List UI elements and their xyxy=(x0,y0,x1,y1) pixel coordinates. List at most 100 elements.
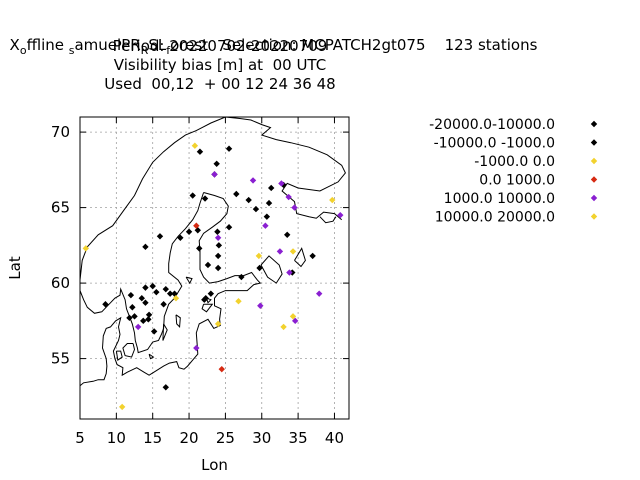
y-axis-ticks: 55 60 65 70 xyxy=(51,123,349,368)
coastline-path xyxy=(148,353,155,360)
x-tick-label: 25 xyxy=(216,429,235,447)
data-point xyxy=(292,317,299,325)
data-point xyxy=(235,298,242,305)
coastline-path xyxy=(294,247,306,268)
legend-marker xyxy=(590,120,598,128)
data-point xyxy=(309,252,316,260)
coastline-path xyxy=(115,350,123,361)
data-point xyxy=(284,231,291,238)
legend-marker xyxy=(590,176,598,183)
data-point xyxy=(289,248,297,255)
data-point xyxy=(145,316,152,323)
y-axis-label: Lat xyxy=(6,256,24,280)
data-point xyxy=(238,273,245,281)
data-point xyxy=(142,299,149,306)
data-point xyxy=(225,145,233,152)
data-point xyxy=(262,222,269,229)
legend-label: 0.0 1000.0 xyxy=(479,173,555,189)
data-point xyxy=(193,344,200,352)
legend-label: 10000.0 20000.0 xyxy=(435,210,555,226)
data-point xyxy=(245,196,252,204)
x-axis-label: Lon xyxy=(201,456,228,474)
data-point xyxy=(193,222,200,229)
data-point xyxy=(102,301,109,308)
data-point xyxy=(214,320,222,328)
legend-label: 1000.0 10000.0 xyxy=(444,191,555,207)
x-tick-label: 5 xyxy=(75,429,85,447)
data-point xyxy=(160,301,167,308)
data-point xyxy=(166,290,174,297)
data-point xyxy=(162,384,169,391)
legend-label: -20000.0-10000.0 xyxy=(429,117,555,133)
data-point xyxy=(278,180,285,187)
data-point xyxy=(225,224,233,231)
data-point xyxy=(257,302,264,309)
data-point xyxy=(194,227,201,234)
legend-item: -10000.0 -1000.0 xyxy=(434,136,598,152)
data-point xyxy=(201,195,209,202)
data-point xyxy=(138,295,145,302)
y-tick-label: 65 xyxy=(51,199,70,217)
coastline-path xyxy=(80,192,205,354)
coastline-path xyxy=(162,323,168,341)
legend-marker xyxy=(590,213,598,220)
plot-frame xyxy=(79,116,350,420)
data-point xyxy=(215,242,223,249)
chart-title-line-1: Xoffline samuelPRRSLforest Selection: MC… xyxy=(9,36,538,57)
data-points xyxy=(82,142,344,411)
coastline-path xyxy=(185,276,193,285)
x-tick-label: 35 xyxy=(289,429,308,447)
data-point xyxy=(213,160,220,168)
data-point xyxy=(126,314,133,322)
legend-label: -1000.0 0.0 xyxy=(474,154,555,170)
data-point xyxy=(150,328,158,335)
legend-item: -20000.0-10000.0 xyxy=(429,117,598,133)
y-tick-label: 60 xyxy=(51,274,70,292)
data-point xyxy=(134,323,142,331)
data-point xyxy=(172,295,180,302)
data-point xyxy=(196,148,204,155)
coastline-path xyxy=(206,297,212,304)
data-point xyxy=(214,228,221,235)
data-point xyxy=(129,304,136,311)
data-point xyxy=(156,233,164,240)
data-point xyxy=(140,317,147,325)
data-point xyxy=(142,243,149,251)
data-point xyxy=(142,284,149,291)
data-point xyxy=(255,252,263,260)
x-tick-label: 20 xyxy=(180,429,199,447)
data-point xyxy=(265,199,273,207)
data-point xyxy=(207,290,215,297)
legend-item: 1000.0 10000.0 xyxy=(444,191,598,207)
coastline-path xyxy=(122,343,136,358)
data-point xyxy=(315,290,323,297)
data-point xyxy=(218,365,225,373)
data-point xyxy=(268,184,275,192)
x-tick-label: 40 xyxy=(325,429,344,447)
legend-item: -1000.0 0.0 xyxy=(474,154,598,170)
data-point xyxy=(196,245,203,252)
data-point xyxy=(189,192,196,199)
data-point xyxy=(82,245,90,252)
coastline-path xyxy=(80,192,262,387)
data-point xyxy=(211,171,218,178)
data-point xyxy=(329,196,336,204)
data-point xyxy=(185,228,193,235)
data-point xyxy=(149,282,156,290)
data-point xyxy=(263,213,271,220)
data-point xyxy=(214,252,222,260)
data-point xyxy=(252,205,260,213)
data-point xyxy=(289,313,297,320)
y-tick-label: 55 xyxy=(51,350,70,368)
coastline-path xyxy=(201,303,214,313)
coastline-map xyxy=(80,117,346,387)
data-point xyxy=(177,234,184,241)
data-point xyxy=(202,295,209,302)
legend: -20000.0-10000.0 -10000.0 -1000.0 -1000.0 … xyxy=(429,117,598,226)
legend-marker xyxy=(590,157,598,165)
coastline-path xyxy=(175,314,181,329)
data-point xyxy=(337,211,344,219)
x-tick-label: 10 xyxy=(107,429,126,447)
data-point xyxy=(249,177,257,184)
